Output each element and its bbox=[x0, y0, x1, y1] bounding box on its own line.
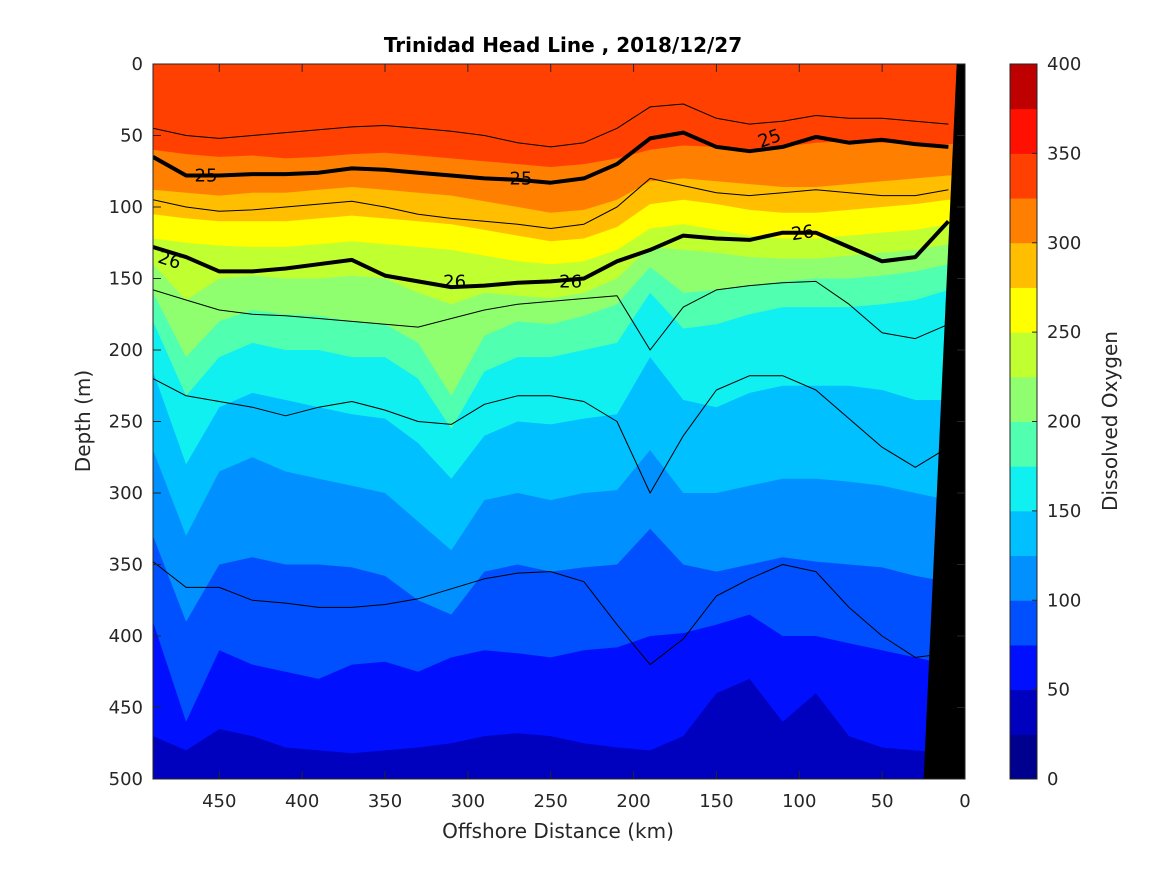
colorbar-swatch bbox=[1010, 153, 1037, 199]
x-axis-label: Offshore Distance (km) bbox=[442, 819, 674, 843]
contour-label: 26 bbox=[443, 271, 466, 292]
y-tick-label: 450 bbox=[109, 698, 143, 719]
y-tick-label: 100 bbox=[109, 197, 143, 218]
y-tick-label: 200 bbox=[109, 340, 143, 361]
contour-label-group: 26 bbox=[790, 221, 816, 245]
x-tick-label: 200 bbox=[616, 791, 650, 812]
x-tick-label: 300 bbox=[451, 791, 485, 812]
colorbar-tick-label: 200 bbox=[1047, 412, 1081, 433]
density-contour-2 bbox=[153, 103, 949, 148]
colorbar-swatch bbox=[1010, 198, 1037, 244]
oxygen-filled-contours bbox=[153, 64, 965, 779]
colorbar-ticks: 0 50 100 150 200 250 300 350 400 bbox=[1032, 54, 1081, 790]
contour-label-group: 26 bbox=[559, 271, 582, 292]
colorbar-swatch bbox=[1010, 421, 1037, 467]
y-tick-label: 0 bbox=[132, 54, 143, 75]
colorbar-tick-label: 0 bbox=[1047, 769, 1058, 790]
x-tick-label: 250 bbox=[534, 791, 568, 812]
x-tick-label: 400 bbox=[285, 791, 319, 812]
y-tick-label: 350 bbox=[109, 555, 143, 576]
x-tick-label: 150 bbox=[699, 791, 733, 812]
density-contour-lines bbox=[153, 103, 949, 666]
contour-label: 25 bbox=[509, 168, 532, 189]
y-axis-ticks: 0 50 100 150 200 250 300 350 400 450 500 bbox=[109, 54, 965, 790]
colorbar-swatch bbox=[1010, 600, 1037, 646]
colorbar-tick-label: 350 bbox=[1047, 143, 1081, 164]
x-tick-label: 450 bbox=[202, 791, 236, 812]
contour-label: 25 bbox=[195, 166, 218, 187]
isopycnal-contour-lines bbox=[153, 130, 950, 290]
colorbar-swatch bbox=[1010, 108, 1037, 154]
colorbar-swatch bbox=[1010, 376, 1037, 422]
colorbar-tick-label: 400 bbox=[1047, 54, 1081, 75]
chart-title: Trinidad Head Line , 2018/12/27 bbox=[384, 33, 742, 57]
colorbar-swatch bbox=[1010, 242, 1037, 288]
colorbar-swatch bbox=[1010, 510, 1037, 557]
y-tick-label: 300 bbox=[109, 483, 143, 504]
colorbar-tick-label: 100 bbox=[1047, 590, 1081, 611]
colorbar-label: Dissolved Oxygen bbox=[1098, 331, 1122, 511]
contour-label-group: 25 bbox=[509, 168, 532, 189]
y-tick-label: 400 bbox=[109, 626, 143, 647]
colorbar-swatch bbox=[1010, 64, 1037, 110]
colorbar-swatch bbox=[1010, 332, 1037, 378]
contour-label: 26 bbox=[790, 221, 816, 245]
x-tick-label: 350 bbox=[368, 791, 402, 812]
y-tick-label: 50 bbox=[120, 126, 143, 147]
colorbar-tick-label: 50 bbox=[1047, 680, 1070, 701]
bathymetry-shelf bbox=[918, 64, 965, 779]
density-contour-6 bbox=[153, 561, 949, 666]
colorbar-tick-label: 250 bbox=[1047, 322, 1081, 343]
y-axis-label: Depth (m) bbox=[71, 370, 95, 472]
y-tick-label: 250 bbox=[109, 412, 143, 433]
density-contour-4 bbox=[153, 280, 949, 351]
contour-label-group: 25 bbox=[195, 166, 218, 187]
density-contour-3 bbox=[153, 177, 949, 229]
colorbar-swatch bbox=[1010, 555, 1037, 601]
x-tick-label: 0 bbox=[959, 791, 970, 812]
colorbar-swatch bbox=[1010, 734, 1037, 780]
colorbar bbox=[1010, 64, 1037, 780]
colorbar-swatch bbox=[1010, 689, 1037, 735]
colorbar-tick-label: 150 bbox=[1047, 501, 1081, 522]
oxygen-band-50 bbox=[153, 678, 965, 779]
contour-label: 26 bbox=[559, 271, 582, 292]
isopycnal-25 bbox=[153, 130, 949, 185]
x-axis-ticks: 450 400 350 300 250 200 150 100 50 0 bbox=[202, 64, 971, 812]
colorbar-tick-label: 300 bbox=[1047, 233, 1081, 254]
x-tick-label: 50 bbox=[871, 791, 894, 812]
x-tick-label: 100 bbox=[782, 791, 816, 812]
density-contour-5 bbox=[153, 375, 949, 494]
colorbar-swatch bbox=[1010, 287, 1037, 333]
y-tick-label: 500 bbox=[109, 769, 143, 790]
colorbar-swatch bbox=[1010, 644, 1037, 691]
isopycnal-26 bbox=[153, 219, 950, 290]
colorbar-swatch bbox=[1010, 466, 1037, 512]
contour-label-group: 26 bbox=[443, 271, 466, 292]
y-tick-label: 150 bbox=[109, 269, 143, 290]
